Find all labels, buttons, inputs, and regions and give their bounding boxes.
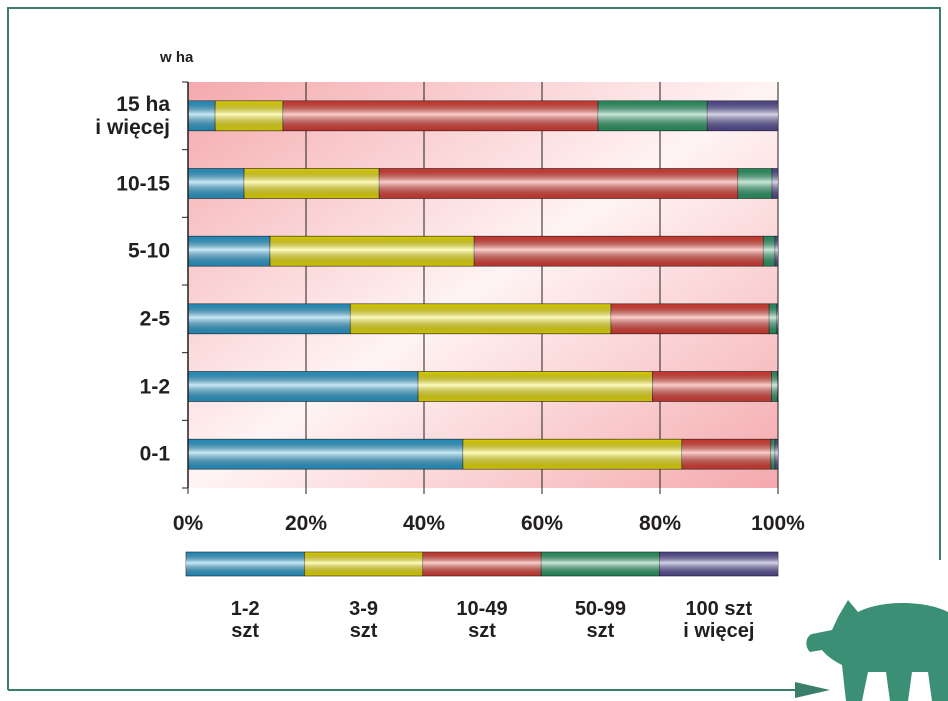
plot-background <box>188 82 778 488</box>
bar <box>681 438 772 470</box>
legend-label: 100 szt i więcej <box>683 598 755 642</box>
bar <box>652 371 772 402</box>
bar <box>378 168 739 199</box>
bar <box>774 235 779 267</box>
bar <box>597 100 708 132</box>
pig-icon <box>806 600 948 701</box>
bar <box>187 371 419 402</box>
legend-label: 1-2 szt <box>230 598 260 642</box>
bar <box>349 303 612 335</box>
bar <box>269 235 475 267</box>
x-tick-label: 0% <box>172 512 204 535</box>
y-tick-label: 1-2 <box>139 374 170 398</box>
y-axis-label: w ha <box>160 49 194 66</box>
y-tick-label: 2-5 <box>139 307 170 331</box>
legend-label: 3-9 szt <box>349 598 379 642</box>
bar <box>187 168 245 199</box>
frame <box>7 7 941 690</box>
legend-label: 50-99 szt <box>574 598 626 642</box>
bar <box>417 371 653 402</box>
legend-label: 10-49 szt <box>456 598 508 642</box>
y-tick-label: 15 ha i więcej <box>95 92 170 139</box>
legend-shine <box>304 552 423 576</box>
bar <box>762 235 776 267</box>
bar <box>243 168 380 199</box>
bar <box>187 235 271 267</box>
arrow <box>795 682 830 698</box>
bar <box>187 100 216 132</box>
y-tick-label: 5-10 <box>127 239 170 263</box>
bar <box>473 235 764 267</box>
bar <box>187 303 351 335</box>
x-tick-label: 100% <box>751 512 805 535</box>
bar <box>706 100 779 132</box>
bar <box>282 100 599 132</box>
legend-shine <box>422 552 542 576</box>
x-tick-label: 40% <box>402 512 446 535</box>
bar <box>187 438 464 470</box>
x-tick-label: 60% <box>520 512 564 535</box>
y-tick-label: 10-15 <box>116 171 170 195</box>
bar <box>776 303 779 335</box>
legend-shine <box>186 552 305 576</box>
legend-shine <box>659 552 778 576</box>
legend-shine <box>541 552 660 576</box>
bar <box>768 303 778 335</box>
bar <box>462 438 683 470</box>
bar <box>771 168 779 199</box>
bar <box>214 100 284 132</box>
bar <box>771 371 778 402</box>
bar <box>610 303 770 335</box>
bar <box>774 438 779 470</box>
x-tick-label: 20% <box>284 512 328 535</box>
bar <box>777 371 779 402</box>
bar <box>737 168 773 199</box>
x-tick-label: 80% <box>638 512 682 535</box>
y-tick-label: 0-1 <box>139 442 170 466</box>
bar <box>770 438 776 470</box>
